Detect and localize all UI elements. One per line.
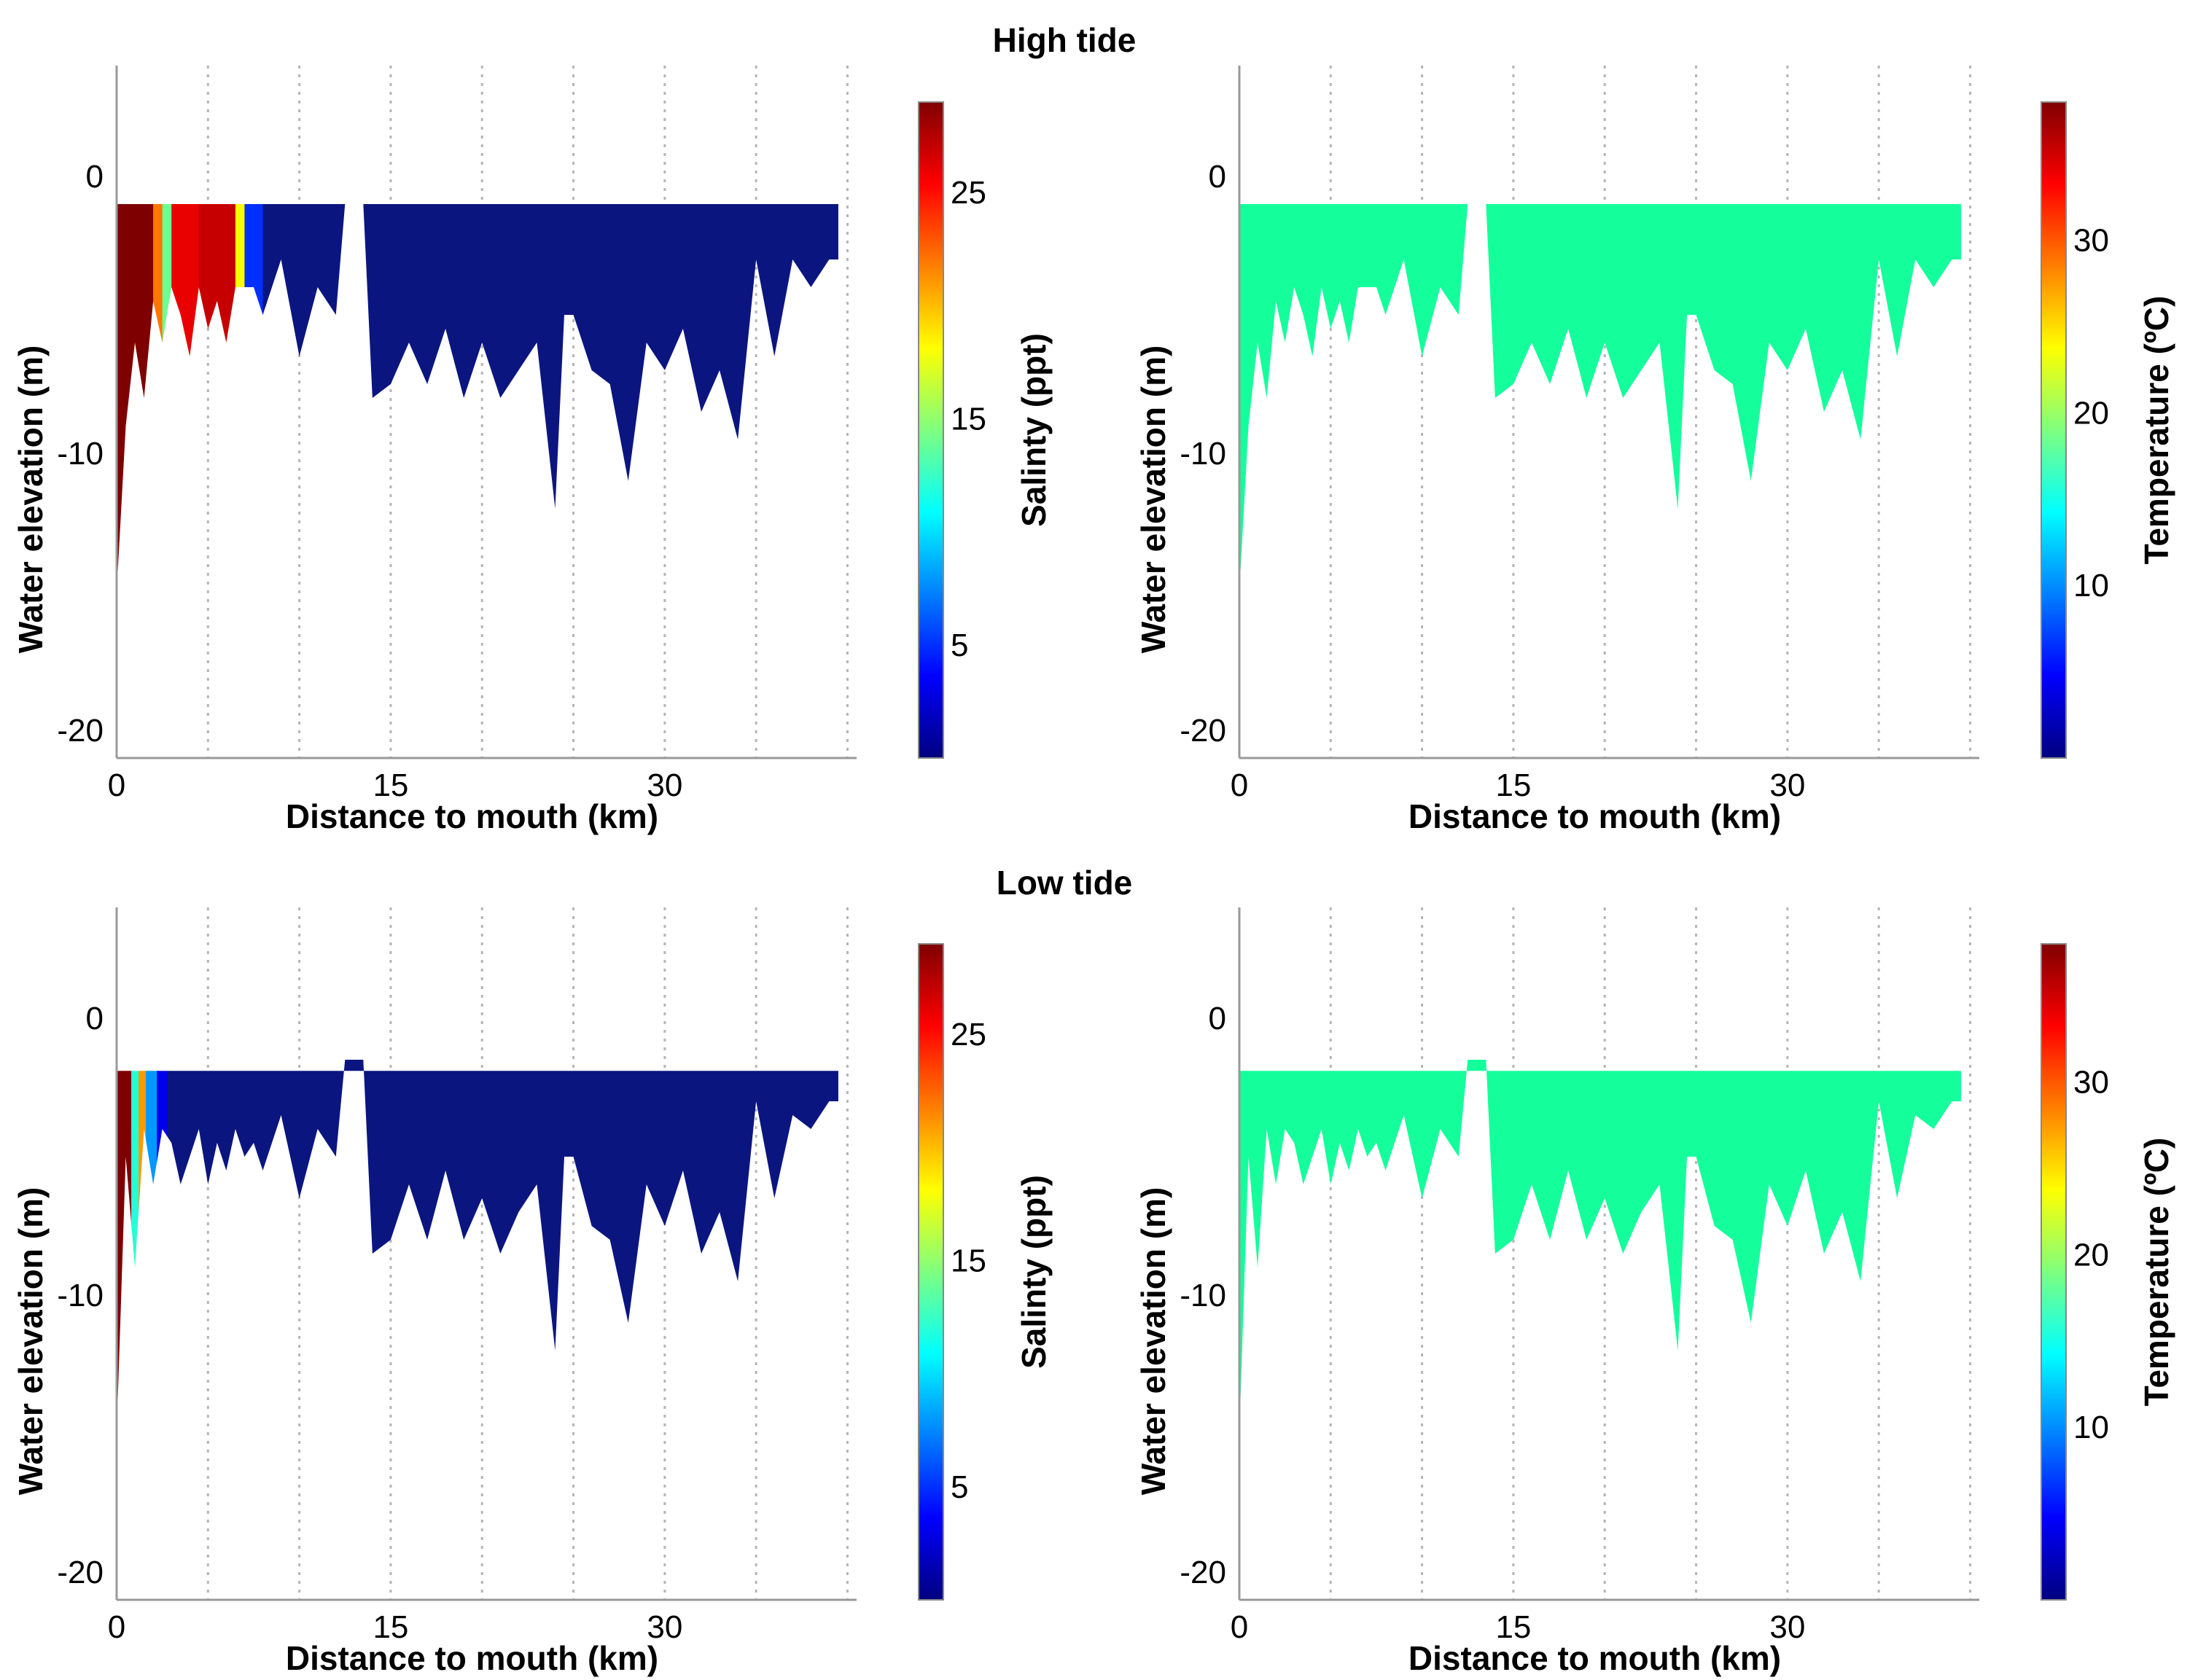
high-tide-temperature-panel: 0 -10 -20 0 15 30 Distance to mouth (km) Water … <box>1123 58 2180 838</box>
colorbar-label: Salinty (ppt) <box>1015 1175 1053 1369</box>
x-tick-label: 15 <box>1495 767 1531 803</box>
y-tick-label: 0 <box>86 1001 104 1036</box>
colorbar-tick-label: 25 <box>951 1017 986 1052</box>
y-axis-label: Water elevation (m) <box>12 1187 50 1496</box>
temperature-fill <box>1239 204 1961 592</box>
low-tide-temperature-panel: 0 -10 -20 0 15 30 Distance to mouth (km) Water … <box>1123 900 2180 1680</box>
salinity-segment <box>168 1060 838 1434</box>
x-tick-label: 0 <box>1231 1609 1248 1645</box>
salinity-segment <box>171 204 200 592</box>
y-tick-label: -20 <box>57 1555 104 1590</box>
salinity-segment <box>153 204 163 592</box>
salinity-segment <box>139 1060 147 1434</box>
salinity-segment <box>198 204 236 592</box>
salinity-segment <box>157 1060 169 1434</box>
high-tide-title: High tide <box>992 21 1137 59</box>
y-tick-label: -20 <box>1180 1555 1226 1590</box>
water-area <box>1239 204 1961 592</box>
colorbar-tick-label: 5 <box>951 628 968 663</box>
x-tick-label: 30 <box>1769 767 1805 803</box>
y-axis-label: Water elevation (m) <box>1134 1187 1172 1496</box>
x-tick-label: 0 <box>1231 767 1248 803</box>
colorbar-label: Salinty (ppt) <box>1015 333 1053 527</box>
y-axis-label: Water elevation (m) <box>1134 345 1172 654</box>
x-tick-label: 30 <box>647 767 682 803</box>
y-tick-label: -10 <box>1180 436 1226 472</box>
colorbar <box>2041 943 2067 1601</box>
x-tick-label: 30 <box>1769 1609 1805 1645</box>
x-tick-label: 15 <box>373 767 408 803</box>
x-tick-label: 15 <box>1495 1609 1531 1645</box>
water-area <box>117 1060 838 1434</box>
low-tide-salinity-panel: 0 -10 -20 0 15 30 Distance to mouth (km) Water … <box>0 900 1057 1680</box>
salinity-segment <box>146 1060 158 1434</box>
colorbar-tick-label: 20 <box>2073 1237 2109 1273</box>
y-tick-label: 0 <box>1209 159 1226 195</box>
salinity-segment <box>117 204 155 592</box>
y-tick-label: -20 <box>57 713 104 749</box>
y-tick-label: 0 <box>1209 1001 1226 1036</box>
x-axis-label: Distance to mouth (km) <box>286 797 658 835</box>
x-tick-label: 0 <box>108 767 125 803</box>
colorbar-tick-label: 30 <box>2073 222 2109 258</box>
y-tick-label: -10 <box>57 1278 104 1313</box>
x-tick-label: 15 <box>373 1609 408 1645</box>
colorbar-label: Temperature (ºC) <box>2137 296 2175 565</box>
colorbar-label: Temperature (ºC) <box>2137 1138 2175 1407</box>
x-axis-label: Distance to mouth (km) <box>286 1639 658 1677</box>
colorbar-tick-label: 15 <box>951 401 986 437</box>
x-tick-label: 30 <box>647 1609 682 1645</box>
salinity-segment <box>117 1060 133 1434</box>
colorbar <box>918 943 944 1601</box>
colorbar <box>918 101 944 759</box>
colorbar-tick-label: 5 <box>951 1469 968 1505</box>
salinity-segment <box>235 204 246 592</box>
y-tick-label: -10 <box>57 436 104 472</box>
water-area <box>1239 1060 1961 1434</box>
y-axis-label: Water elevation (m) <box>12 345 50 654</box>
colorbar-tick-label: 30 <box>2073 1064 2109 1100</box>
colorbar-tick-label: 20 <box>2073 395 2109 431</box>
colorbar-tick-label: 10 <box>2073 1410 2109 1445</box>
salinity-segment <box>262 204 838 592</box>
colorbar <box>2041 101 2067 759</box>
y-tick-label: 0 <box>86 159 104 195</box>
colorbar-tick-label: 25 <box>951 175 986 211</box>
y-tick-label: -10 <box>1180 1278 1226 1313</box>
salinity-segment <box>162 204 173 592</box>
high-tide-salinity-panel: 0 -10 -20 0 15 30 Distance to mouth (km) Water … <box>0 58 1057 838</box>
x-tick-label: 0 <box>108 1609 125 1645</box>
x-axis-label: Distance to mouth (km) <box>1408 797 1781 835</box>
x-axis-label: Distance to mouth (km) <box>1408 1639 1781 1677</box>
y-tick-label: -20 <box>1180 713 1226 749</box>
water-area <box>117 204 838 592</box>
temperature-fill <box>1239 1060 1961 1434</box>
colorbar-tick-label: 10 <box>2073 568 2109 603</box>
salinity-segment <box>244 204 264 592</box>
salinity-segment <box>131 1060 140 1434</box>
colorbar-tick-label: 15 <box>951 1243 986 1278</box>
low-tide-title: Low tide <box>996 864 1133 902</box>
